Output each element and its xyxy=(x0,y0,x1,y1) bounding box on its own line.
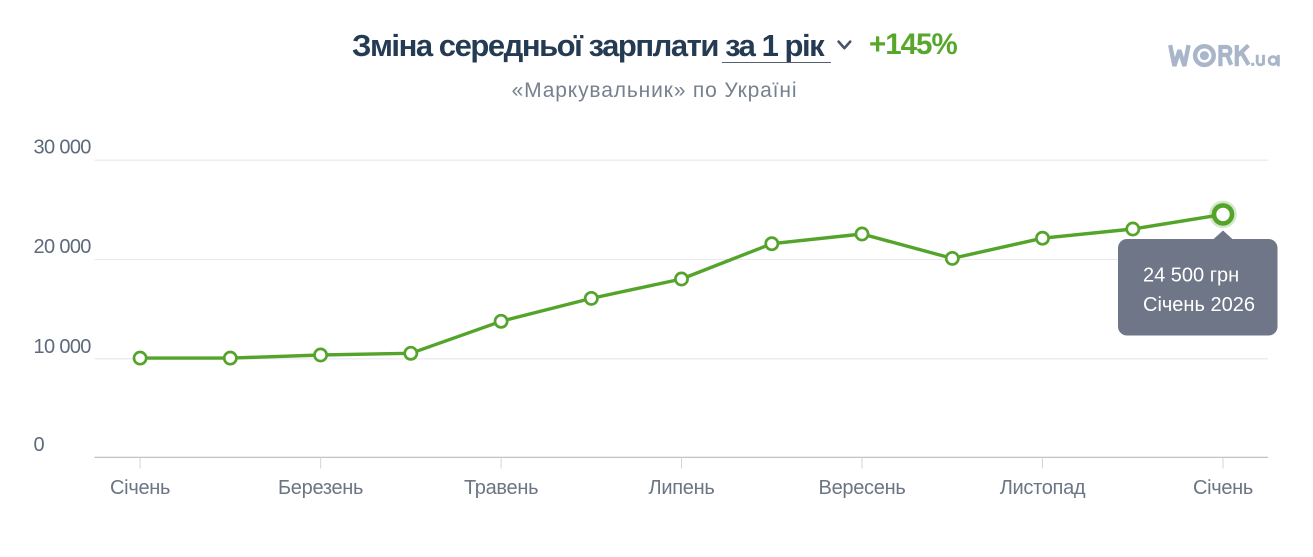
svg-text:Січень: Січень xyxy=(1193,477,1253,499)
svg-text:Листопад: Листопад xyxy=(1000,477,1086,499)
svg-text:Липень: Липень xyxy=(649,477,715,499)
svg-text:30 000: 30 000 xyxy=(34,137,92,159)
svg-text:Січень: Січень xyxy=(110,477,170,499)
svg-text:Березень: Березень xyxy=(278,477,363,499)
svg-text:10 000: 10 000 xyxy=(34,336,92,358)
svg-text:Вересень: Вересень xyxy=(819,477,906,499)
svg-text:24 500 грн: 24 500 грн xyxy=(1143,265,1239,287)
svg-text:0: 0 xyxy=(34,434,45,456)
svg-text:Січень 2026: Січень 2026 xyxy=(1143,294,1255,316)
svg-text:Травень: Травень xyxy=(464,477,538,499)
svg-text:20 000: 20 000 xyxy=(34,236,92,258)
